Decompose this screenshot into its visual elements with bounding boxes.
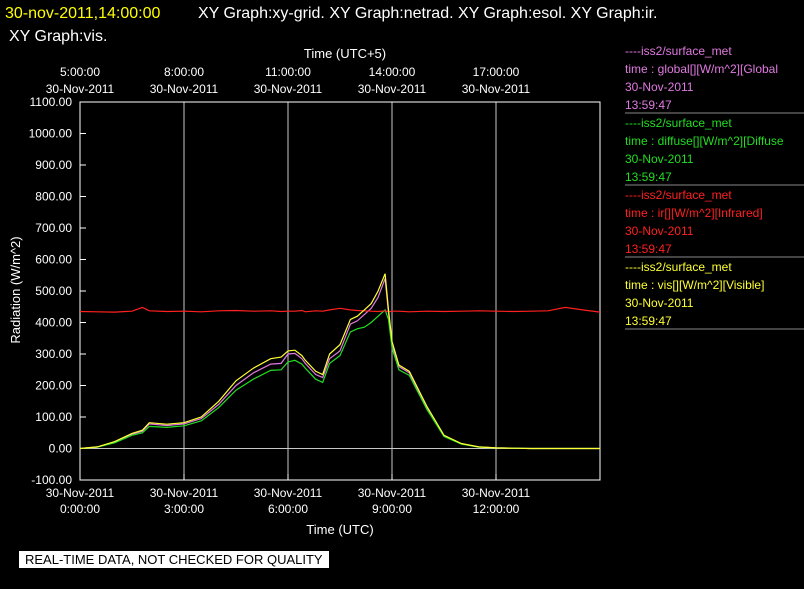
graph-list-line1: XY Graph:xy-grid. XY Graph:netrad. XY Gr… [198,5,658,22]
legend-date: 30-Nov-2011 [625,296,694,310]
y-axis-title: Radiation (W/m^2) [8,236,23,343]
x-tick-date: 30-Nov-2011 [462,486,531,500]
y-tick-label: 1000.00 [29,127,73,141]
timestamp-title: 30-nov-2011,14:00:00 [5,5,160,22]
top-tick-time: 11:00:00 [265,65,311,79]
legend-description: time : diffuse[][W/m^2][Diffuse [625,134,784,148]
y-tick-label: -100.00 [31,473,72,487]
y-tick-label: 100.00 [35,410,72,424]
x-tick-date: 30-Nov-2011 [150,486,219,500]
legend-source: ----iss2/surface_met [625,44,732,58]
legend-source: ----iss2/surface_met [625,116,732,130]
top-tick-date: 30-Nov-2011 [46,82,115,96]
x-tick-date: 30-Nov-2011 [358,486,427,500]
series-vis-line [79,273,600,450]
graph-list-line2: XY Graph:vis. [9,28,107,45]
y-tick-label: 700.00 [35,221,72,235]
legend-time: 13:59:47 [625,242,672,256]
legend-date: 30-Nov-2011 [625,80,694,94]
legend-description: time : global[][W/m^2][Global [625,62,778,76]
x-tick-time: 12:00:00 [473,502,520,516]
top-tick-time: 14:00:00 [369,65,416,79]
y-tick-label: 200.00 [35,379,72,393]
legend-source: ----iss2/surface_met [625,188,732,202]
top-tick-date: 30-Nov-2011 [254,82,323,96]
y-tick-label: 800.00 [35,190,72,204]
top-axis-title: Time (UTC+5) [304,46,386,61]
x-tick-date: 30-Nov-2011 [46,486,115,500]
top-tick-date: 30-Nov-2011 [358,82,427,96]
legend-description: time : ir[][W/m^2][Infrared] [625,206,763,220]
x-tick-date: 30-Nov-2011 [254,486,323,500]
legend-date: 30-Nov-2011 [625,224,694,238]
x-tick-time: 0:00:00 [60,502,100,516]
legend-time: 13:59:47 [625,98,672,112]
legend-date: 30-Nov-2011 [625,152,694,166]
series-ir-line [79,306,601,313]
y-tick-label: 500.00 [35,284,72,298]
series-lines [79,273,601,450]
legend-source: ----iss2/surface_met [625,260,732,274]
bottom-axis-ticks: 30-Nov-2011 0:00:00 30-Nov-2011 3:00:00 30-N… [46,474,531,516]
top-tick-time: 17:00:00 [473,65,520,79]
legend-description: time : vis[][W/m^2][Visible] [625,278,764,292]
y-tick-label: 300.00 [35,347,72,361]
y-tick-label: 1100.00 [30,95,73,109]
top-tick-time: 5:00:00 [60,65,100,79]
y-tick-label: 600.00 [35,253,72,267]
top-tick-date: 30-Nov-2011 [462,82,531,96]
x-tick-time: 3:00:00 [164,502,204,516]
top-axis-ticks: 5:00:00 30-Nov-2011 8:00:00 30-Nov-2011 11:0… [46,65,531,108]
top-tick-time: 8:00:00 [164,65,204,79]
y-tick-label: 900.00 [35,158,72,172]
series-diffuse-line [79,308,600,450]
y-axis-ticks: -100.00 0.00 100.00 200.00 300.00 400.00 500.0… [29,95,86,487]
y-tick-label: 0.00 [49,442,73,456]
x-tick-time: 9:00:00 [372,502,412,516]
quality-banner: REAL-TIME DATA, NOT CHECKED FOR QUALITY [19,551,329,568]
x-axis-title: Time (UTC) [306,522,373,537]
legend-time: 13:59:47 [625,170,672,184]
x-tick-time: 6:00:00 [268,502,308,516]
y-tick-label: 400.00 [35,316,72,330]
top-tick-date: 30-Nov-2011 [150,82,219,96]
legend-time: 13:59:47 [625,314,672,328]
